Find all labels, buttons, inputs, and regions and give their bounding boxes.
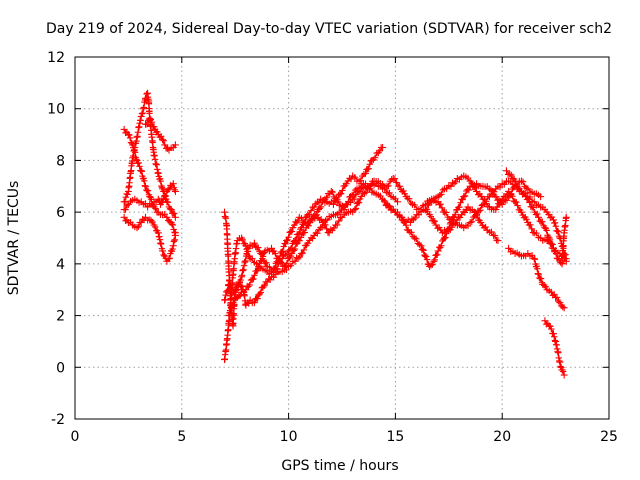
series-sat-c (120, 213, 179, 265)
data-point (530, 255, 538, 263)
series-sat-j (381, 198, 502, 245)
data-point (560, 371, 568, 379)
x-tick-label: 25 (600, 429, 618, 445)
series-trail (122, 215, 179, 262)
data-point (144, 203, 152, 211)
x-tick-label: 5 (177, 429, 186, 445)
y-tick-label: 8 (56, 153, 65, 169)
data-point (473, 187, 481, 195)
data-point (259, 283, 267, 291)
series-sat-a (120, 125, 179, 237)
data-point (171, 213, 179, 221)
x-tick-label: 0 (71, 429, 80, 445)
y-tick-label: 6 (56, 205, 65, 221)
series-sat-n (541, 317, 568, 379)
chart-title: Day 219 of 2024, Sidereal Day-to-day VTE… (46, 21, 612, 37)
data-point (323, 216, 331, 224)
data-point (434, 247, 442, 255)
data-point (361, 169, 369, 177)
y-tick-label: -2 (51, 412, 65, 428)
data-layer (120, 89, 570, 379)
y-tick-label: 12 (47, 50, 65, 66)
data-point (229, 299, 237, 307)
data-point (430, 257, 438, 265)
series-trail (383, 202, 500, 244)
x-tick-label: 10 (280, 429, 298, 445)
data-point (509, 175, 517, 183)
data-point (505, 244, 513, 252)
y-tick-label: 4 (56, 257, 65, 273)
x-tick-label: 15 (386, 429, 404, 445)
series-sat-f (221, 180, 402, 330)
data-point (161, 141, 169, 149)
data-point (171, 187, 179, 195)
series-trail (504, 170, 570, 267)
series-line (223, 183, 399, 327)
data-point (492, 193, 500, 201)
data-point (161, 193, 169, 201)
x-tick-label: 20 (493, 429, 511, 445)
series-sat-h (225, 175, 570, 320)
data-point (150, 221, 158, 229)
grid-layer (75, 57, 609, 419)
y-tick-label: 2 (56, 309, 65, 325)
series-trail (543, 320, 567, 375)
series-sat-d (120, 180, 179, 214)
data-point (432, 221, 440, 229)
data-point (466, 218, 474, 226)
x-axis-label: GPS time / hours (281, 458, 398, 474)
data-point (535, 270, 543, 278)
data-point (124, 200, 132, 208)
data-point (417, 242, 425, 250)
series-sat-l (502, 167, 570, 268)
data-point (171, 141, 179, 149)
data-point (502, 167, 510, 175)
series-trail (143, 116, 175, 152)
data-point (340, 206, 348, 214)
y-tick-label: 0 (56, 360, 65, 376)
y-axis-label: SDTVAR / TECUs (6, 181, 22, 296)
series-trail (507, 248, 566, 311)
series-sat-e (141, 115, 179, 154)
plot-frame (74, 56, 610, 420)
series-trail (226, 175, 569, 319)
series-trail (122, 182, 178, 213)
data-point (411, 234, 419, 242)
data-point (556, 299, 564, 307)
data-point (381, 198, 389, 206)
data-point (524, 185, 532, 193)
data-point (255, 262, 263, 270)
data-point (141, 182, 149, 190)
series-trail (121, 90, 178, 217)
series-line (123, 216, 177, 262)
series-sat-m (505, 244, 568, 312)
y-tick-label: 10 (47, 102, 65, 118)
axis-layer: 0 5 10 15 20 25 -2 0 2 4 6 8 10 12 (47, 50, 618, 445)
